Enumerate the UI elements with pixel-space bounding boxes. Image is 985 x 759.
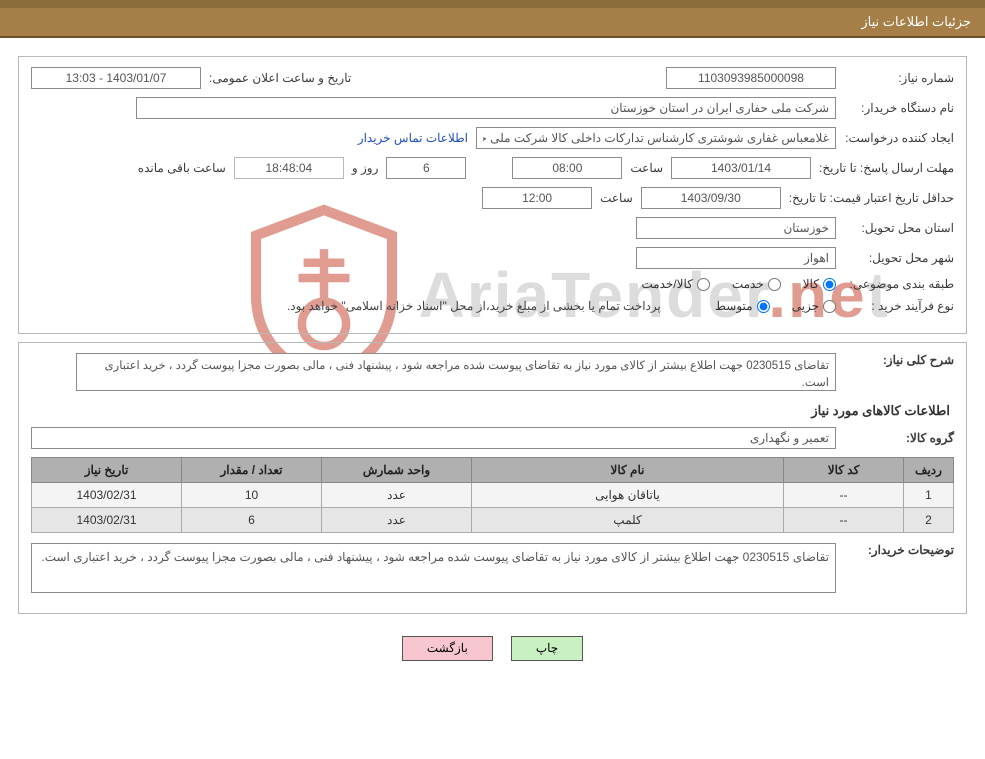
- page-title: جزئیات اطلاعات نیاز: [861, 14, 971, 29]
- radio-khedmat-wrap[interactable]: خدمت: [732, 277, 781, 291]
- cell-date: 1403/02/31: [32, 508, 182, 533]
- purchase-type-radios: جزیی متوسط: [697, 299, 836, 313]
- row-need-number: شماره نیاز: تاریخ و ساعت اعلان عمومی:: [31, 67, 954, 89]
- time-label-1: ساعت: [630, 161, 663, 175]
- need-info-panel: شماره نیاز: تاریخ و ساعت اعلان عمومی: نا…: [18, 56, 967, 334]
- city-field: [636, 247, 836, 269]
- radio-jozi[interactable]: [823, 300, 836, 313]
- col-qty: تعداد / مقدار: [182, 458, 322, 483]
- radio-kala-wrap[interactable]: کالا: [803, 277, 836, 291]
- items-table: ردیف کد کالا نام کالا واحد شمارش تعداد /…: [31, 457, 954, 533]
- notes-label: توضیحات خریدار:: [844, 543, 954, 557]
- radio-motavaset[interactable]: [757, 300, 770, 313]
- cell-name: یاتاقان هوایی: [472, 483, 784, 508]
- row-city: شهر محل تحویل:: [31, 247, 954, 269]
- cell-qty: 6: [182, 508, 322, 533]
- general-label: شرح کلی نیاز:: [844, 353, 954, 367]
- days-suffix: روز و: [352, 161, 379, 175]
- cell-row: 2: [904, 508, 954, 533]
- radio-jozi-wrap[interactable]: جزیی: [792, 299, 836, 313]
- cell-row: 1: [904, 483, 954, 508]
- col-row: ردیف: [904, 458, 954, 483]
- group-field: [31, 427, 836, 449]
- need-number-field: [666, 67, 836, 89]
- cell-code: --: [784, 508, 904, 533]
- row-general: شرح کلی نیاز:: [31, 353, 954, 391]
- row-notes: توضیحات خریدار:: [31, 543, 954, 593]
- row-validity: حداقل تاریخ اعتبار قیمت: تا تاریخ: ساعت: [31, 187, 954, 209]
- validity-label: حداقل تاریخ اعتبار قیمت: تا تاریخ:: [789, 191, 954, 205]
- deadline-time-field: [512, 157, 622, 179]
- row-deadline: مهلت ارسال پاسخ: تا تاریخ: ساعت روز و سا…: [31, 157, 954, 179]
- col-name: نام کالا: [472, 458, 784, 483]
- cell-name: کلمپ: [472, 508, 784, 533]
- validity-label-2: تا تاریخ:: [789, 191, 827, 205]
- table-row: 1--یاتاقان هواییعدد101403/02/31: [32, 483, 954, 508]
- cell-date: 1403/02/31: [32, 483, 182, 508]
- purchase-type-label: نوع فرآیند خرید :: [844, 299, 954, 313]
- radio-kala-khedmat-label: کالا/خدمت: [641, 277, 692, 291]
- province-field: [636, 217, 836, 239]
- radio-khedmat[interactable]: [768, 278, 781, 291]
- radio-khedmat-label: خدمت: [732, 277, 764, 291]
- radio-jozi-label: جزیی: [792, 299, 819, 313]
- col-code: کد کالا: [784, 458, 904, 483]
- deadline-date-field: [671, 157, 811, 179]
- row-buyer: نام دستگاه خریدار:: [31, 97, 954, 119]
- page-body: شماره نیاز: تاریخ و ساعت اعلان عمومی: نا…: [0, 56, 985, 661]
- cell-code: --: [784, 483, 904, 508]
- buyer-contact-link[interactable]: اطلاعات تماس خریدار: [358, 131, 468, 145]
- radio-motavaset-wrap[interactable]: متوسط: [715, 299, 770, 313]
- announce-label: تاریخ و ساعت اعلان عمومی:: [209, 71, 351, 85]
- col-unit: واحد شمارش: [322, 458, 472, 483]
- items-heading: اطلاعات کالاهای مورد نیاز: [35, 403, 950, 419]
- purchase-note: پرداخت تمام یا بخشی از مبلغ خرید،از محل …: [287, 299, 661, 313]
- cell-unit: عدد: [322, 508, 472, 533]
- announce-field: [31, 67, 201, 89]
- footer-buttons: چاپ بازگشت: [18, 636, 967, 661]
- need-number-label: شماره نیاز:: [844, 71, 954, 85]
- items-header-row: ردیف کد کالا نام کالا واحد شمارش تعداد /…: [32, 458, 954, 483]
- province-label: استان محل تحویل:: [844, 221, 954, 235]
- deadline-label-1: مهلت ارسال پاسخ:: [860, 161, 954, 175]
- validity-date-field: [641, 187, 781, 209]
- row-purchase-type: نوع فرآیند خرید : جزیی متوسط پرداخت تمام…: [31, 299, 954, 313]
- radio-kala[interactable]: [823, 278, 836, 291]
- deadline-label-2: تا تاریخ:: [819, 161, 857, 175]
- radio-kala-khedmat-wrap[interactable]: کالا/خدمت: [641, 277, 709, 291]
- row-group: گروه کالا:: [31, 427, 954, 449]
- table-row: 2--کلمپعدد61403/02/31: [32, 508, 954, 533]
- top-strip: [0, 0, 985, 8]
- group-label: گروه کالا:: [844, 431, 954, 445]
- col-date: تاریخ نیاز: [32, 458, 182, 483]
- buyer-label: نام دستگاه خریدار:: [844, 101, 954, 115]
- general-desc-field: [76, 353, 836, 391]
- remaining-label: ساعت باقی مانده: [138, 161, 226, 175]
- city-label: شهر محل تحویل:: [844, 251, 954, 265]
- days-field: [386, 157, 466, 179]
- back-button[interactable]: بازگشت: [402, 636, 493, 661]
- subject-class-label: طبقه بندی موضوعی:: [844, 277, 954, 291]
- details-panel: شرح کلی نیاز: اطلاعات کالاهای مورد نیاز …: [18, 342, 967, 614]
- validity-time-field: [482, 187, 592, 209]
- radio-kala-khedmat[interactable]: [697, 278, 710, 291]
- row-province: استان محل تحویل:: [31, 217, 954, 239]
- row-creator: ایجاد کننده درخواست: اطلاعات تماس خریدار: [31, 127, 954, 149]
- countdown-field: [234, 157, 344, 179]
- buyer-notes-field: [31, 543, 836, 593]
- creator-field: [476, 127, 836, 149]
- radio-motavaset-label: متوسط: [715, 299, 753, 313]
- page-header: جزئیات اطلاعات نیاز: [0, 8, 985, 38]
- cell-qty: 10: [182, 483, 322, 508]
- subject-class-radios: کالا خدمت کالا/خدمت: [623, 277, 836, 291]
- validity-label-1: حداقل تاریخ اعتبار قیمت:: [830, 191, 954, 205]
- time-label-2: ساعت: [600, 191, 633, 205]
- buyer-field: [136, 97, 836, 119]
- radio-kala-label: کالا: [803, 277, 819, 291]
- deadline-label: مهلت ارسال پاسخ: تا تاریخ:: [819, 161, 954, 175]
- cell-unit: عدد: [322, 483, 472, 508]
- row-subject-class: طبقه بندی موضوعی: کالا خدمت کالا/خدمت: [31, 277, 954, 291]
- creator-label: ایجاد کننده درخواست:: [844, 131, 954, 145]
- print-button[interactable]: چاپ: [511, 636, 583, 661]
